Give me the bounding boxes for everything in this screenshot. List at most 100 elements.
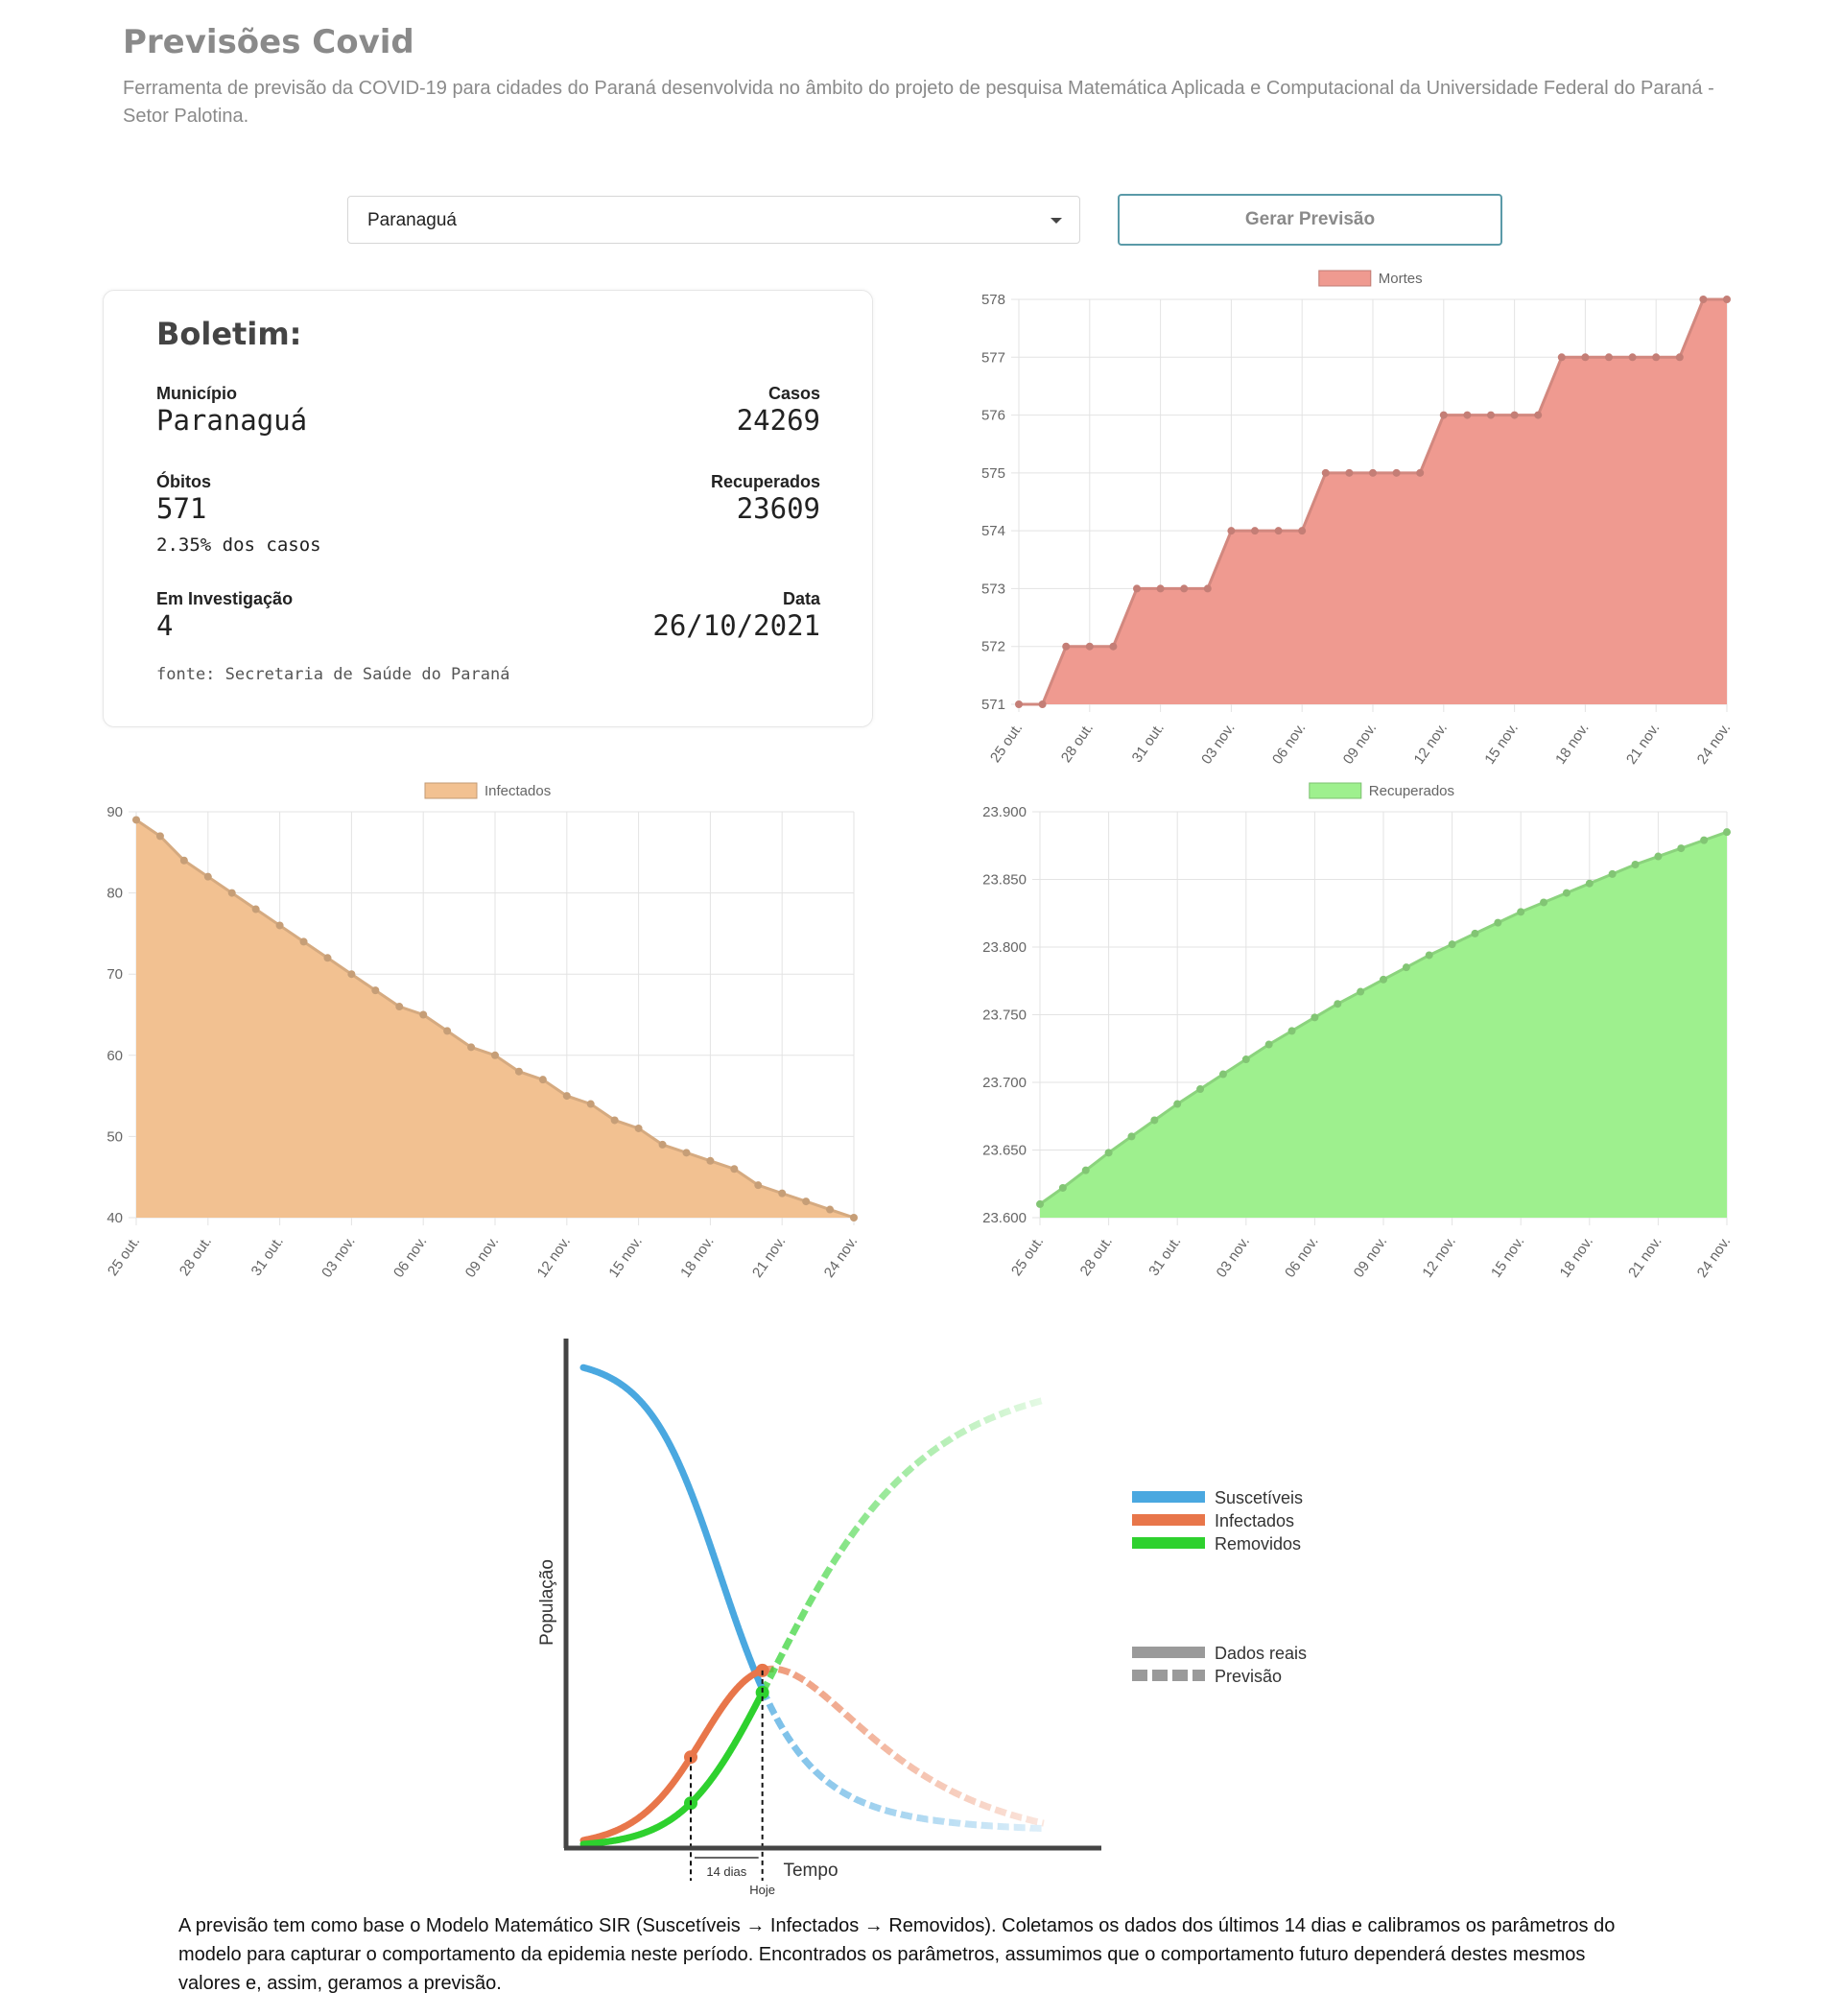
data-point[interactable] <box>347 970 356 979</box>
data-point[interactable] <box>706 1156 715 1165</box>
data-point[interactable] <box>1173 1100 1182 1108</box>
data-point[interactable] <box>1562 889 1570 897</box>
data-point[interactable] <box>1264 1040 1273 1049</box>
data-point[interactable] <box>658 1140 667 1149</box>
data-point[interactable] <box>1015 700 1023 708</box>
data-point[interactable] <box>323 954 332 962</box>
data-point[interactable] <box>1104 1149 1113 1157</box>
data-point[interactable] <box>1699 296 1708 303</box>
data-point[interactable] <box>1557 353 1566 362</box>
data-point[interactable] <box>371 986 380 995</box>
data-point[interactable] <box>730 1165 739 1174</box>
data-point[interactable] <box>1700 836 1709 844</box>
data-point[interactable] <box>562 1092 571 1101</box>
data-point[interactable] <box>1058 1183 1067 1192</box>
legend-swatch[interactable] <box>424 782 478 799</box>
data-point[interactable] <box>1675 353 1684 362</box>
data-point[interactable] <box>1652 353 1661 362</box>
data-point[interactable] <box>1196 1085 1205 1094</box>
data-point[interactable] <box>1416 468 1425 477</box>
data-point[interactable] <box>1380 975 1387 984</box>
data-point[interactable] <box>179 856 188 865</box>
data-point[interactable] <box>1274 527 1283 535</box>
data-point[interactable] <box>491 1051 499 1059</box>
data-point[interactable] <box>514 1067 523 1076</box>
data-point[interactable] <box>1517 908 1525 916</box>
data-point[interactable] <box>1581 353 1590 362</box>
data-point[interactable] <box>1038 700 1047 708</box>
data-point[interactable] <box>1357 987 1365 996</box>
data-point[interactable] <box>395 1003 404 1011</box>
data-point[interactable] <box>1608 869 1617 878</box>
legend-label[interactable]: Mortes <box>1379 271 1423 287</box>
legend-label[interactable]: Infectados <box>484 783 551 799</box>
generate-forecast-button[interactable]: Gerar Previsão <box>1118 194 1502 246</box>
data-point[interactable] <box>1448 940 1456 949</box>
data-point[interactable] <box>634 1124 643 1132</box>
city-select[interactable]: Paranaguá <box>347 196 1080 244</box>
data-point[interactable] <box>1487 411 1495 419</box>
data-point[interactable] <box>1540 898 1548 907</box>
data-point[interactable] <box>1654 852 1663 861</box>
data-point[interactable] <box>1081 1166 1090 1174</box>
data-point[interactable] <box>1109 642 1118 651</box>
data-point[interactable] <box>1062 642 1071 651</box>
data-point[interactable] <box>1180 584 1189 593</box>
data-point[interactable] <box>203 872 212 881</box>
data-point[interactable] <box>1510 411 1519 419</box>
data-point[interactable] <box>1203 584 1212 593</box>
data-point[interactable] <box>132 816 140 824</box>
data-point[interactable] <box>802 1198 811 1206</box>
data-point[interactable] <box>1227 527 1236 535</box>
data-point[interactable] <box>1471 929 1479 937</box>
data-point[interactable] <box>251 905 260 913</box>
data-point[interactable] <box>1218 1070 1227 1079</box>
data-point[interactable] <box>155 832 164 841</box>
data-point[interactable] <box>586 1100 595 1108</box>
data-point[interactable] <box>1439 411 1448 419</box>
data-point[interactable] <box>1723 296 1731 303</box>
data-point[interactable] <box>1585 879 1594 888</box>
data-point[interactable] <box>1085 642 1094 651</box>
data-point[interactable] <box>227 889 236 897</box>
data-point[interactable] <box>1369 468 1377 477</box>
data-point[interactable] <box>1241 1055 1250 1064</box>
data-point[interactable] <box>1298 527 1307 535</box>
data-point[interactable] <box>1321 468 1330 477</box>
legend-swatch[interactable] <box>1309 782 1362 799</box>
data-point[interactable] <box>467 1043 476 1052</box>
data-point[interactable] <box>778 1189 787 1198</box>
data-point[interactable] <box>1677 844 1686 853</box>
data-point[interactable] <box>826 1205 835 1214</box>
data-point[interactable] <box>1631 860 1640 868</box>
data-point[interactable] <box>1133 584 1141 593</box>
legend-label[interactable]: Recuperados <box>1369 783 1454 799</box>
data-point[interactable] <box>275 921 284 930</box>
data-point[interactable] <box>299 937 308 946</box>
data-point[interactable] <box>1036 1199 1044 1208</box>
data-point[interactable] <box>1534 411 1543 419</box>
data-point[interactable] <box>1402 963 1410 972</box>
data-point[interactable] <box>1150 1116 1159 1125</box>
data-point[interactable] <box>443 1027 452 1035</box>
data-point[interactable] <box>419 1010 428 1019</box>
data-point[interactable] <box>1392 468 1401 477</box>
data-point[interactable] <box>1494 918 1502 927</box>
data-point[interactable] <box>1311 1013 1319 1022</box>
data-point[interactable] <box>1334 1000 1342 1008</box>
data-point[interactable] <box>1287 1027 1296 1035</box>
data-point[interactable] <box>610 1116 619 1125</box>
data-point[interactable] <box>850 1214 858 1221</box>
data-point[interactable] <box>1605 353 1613 362</box>
data-point[interactable] <box>1628 353 1637 362</box>
data-point[interactable] <box>1251 527 1259 535</box>
data-point[interactable] <box>1156 584 1165 593</box>
data-point[interactable] <box>1463 411 1472 419</box>
data-point[interactable] <box>1425 951 1433 960</box>
data-point[interactable] <box>682 1149 691 1157</box>
data-point[interactable] <box>1345 468 1354 477</box>
legend-swatch[interactable] <box>1318 270 1372 287</box>
data-point[interactable] <box>754 1181 763 1190</box>
data-point[interactable] <box>1127 1132 1136 1141</box>
data-point[interactable] <box>1723 828 1731 837</box>
